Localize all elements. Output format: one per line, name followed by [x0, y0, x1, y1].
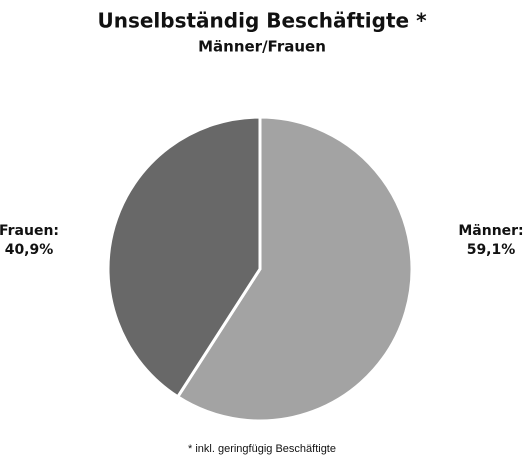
pie-slice [176, 115, 414, 423]
slice-label: Frauen: [0, 223, 59, 239]
chart-subtitle: Männer/Frauen [198, 38, 326, 56]
slice-value-label: 40,9% [5, 242, 54, 258]
footnote: * inkl. geringfügig Beschäftigte [188, 443, 336, 455]
slice-value-label: 59,1% [467, 242, 516, 258]
chart-title: Unselbständig Beschäftigte * [97, 9, 427, 33]
slice-label: Männer: [458, 223, 523, 239]
pie-slice [106, 115, 262, 399]
